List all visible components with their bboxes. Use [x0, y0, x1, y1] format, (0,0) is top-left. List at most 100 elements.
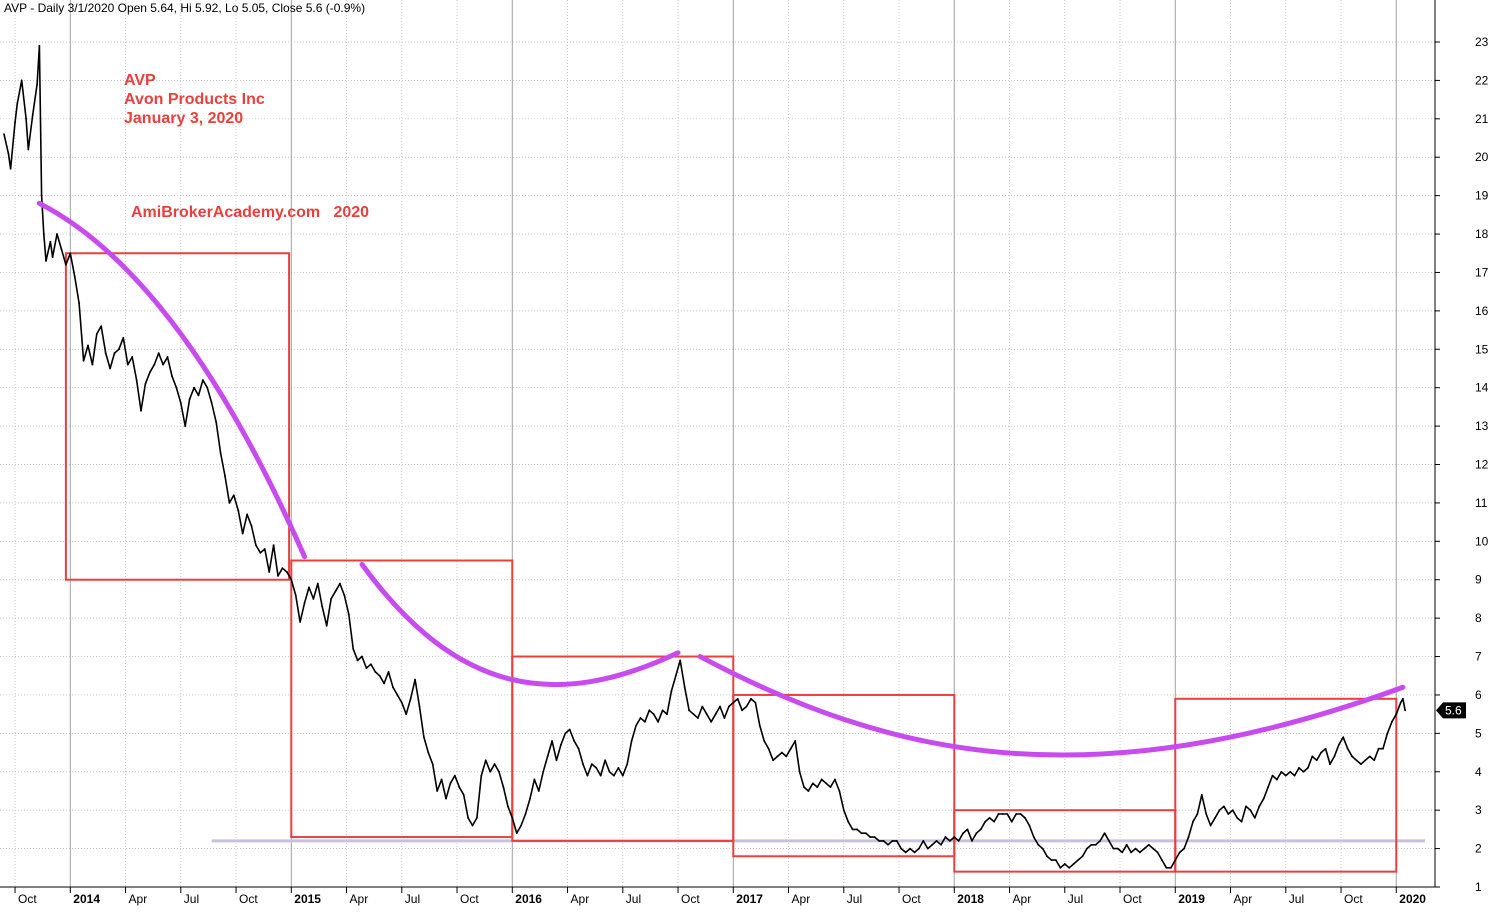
price-point [617, 767, 620, 769]
price-point [1377, 747, 1380, 750]
price-point [49, 240, 52, 243]
price-point [1143, 847, 1146, 850]
price-point [1222, 805, 1225, 808]
last-price-badge: 5.6 [1436, 702, 1466, 719]
price-point [378, 674, 381, 677]
price-point [834, 778, 836, 781]
price-point [1161, 859, 1163, 862]
price-point [1121, 851, 1124, 854]
price-point [851, 828, 854, 831]
trend-arc [697, 654, 1406, 758]
price-point [1068, 866, 1071, 869]
y-tick-label: 2 [1475, 842, 1482, 856]
price-point [157, 352, 160, 355]
x-tick-label: Jul [626, 892, 641, 906]
price-point [1329, 763, 1331, 765]
price-point [312, 598, 315, 600]
price-point [91, 363, 94, 366]
price-point [1178, 851, 1181, 854]
price-point [643, 720, 646, 723]
price-point [7, 152, 10, 155]
price-point [206, 386, 209, 389]
price-point [502, 786, 505, 789]
price-point [250, 525, 253, 527]
price-point [626, 763, 629, 765]
x-tick-label: 2018 [957, 892, 984, 906]
price-point [1240, 820, 1243, 823]
price-point [1231, 809, 1234, 812]
price-point [573, 740, 576, 742]
price-point [661, 709, 664, 712]
price-point [1032, 836, 1035, 838]
price-point [1373, 759, 1376, 762]
price-point [838, 790, 841, 792]
price-point [679, 659, 682, 662]
price-point [374, 671, 377, 673]
x-tick-label: Oct [681, 892, 700, 906]
price-point [396, 694, 399, 696]
price-point [184, 425, 187, 427]
price-point [263, 548, 266, 550]
y-tick-label: 11 [1475, 496, 1488, 510]
price-point [1099, 840, 1102, 842]
price-point [259, 551, 262, 554]
price-point [42, 233, 45, 235]
price-point [767, 747, 770, 750]
price-point [480, 774, 483, 777]
price-point [1214, 816, 1216, 819]
price-point [1081, 855, 1084, 858]
price-point [555, 759, 558, 762]
price-point [422, 736, 425, 739]
price-point [860, 832, 863, 835]
price-point [754, 701, 757, 704]
price-point [175, 386, 178, 389]
price-point [891, 840, 894, 842]
price-point [745, 705, 748, 708]
price-point [458, 786, 461, 789]
y-tick-label: 19 [1475, 189, 1489, 203]
x-tick-label: 2019 [1178, 892, 1205, 906]
price-point [1050, 859, 1053, 862]
price-point [1289, 770, 1292, 773]
x-tick-label: Apr [792, 892, 811, 906]
price-point [36, 83, 39, 86]
price-point [582, 763, 584, 765]
price-point [1395, 713, 1398, 716]
price-point [948, 840, 951, 842]
price-point [1402, 697, 1404, 700]
price-point [325, 624, 328, 627]
price-point [1108, 840, 1110, 842]
price-point [1077, 859, 1079, 862]
trend-box [64, 252, 291, 581]
x-tick-label: Apr [1234, 892, 1253, 906]
price-point [489, 770, 492, 773]
price-point [900, 847, 903, 850]
price-point [418, 705, 421, 708]
price-point [1192, 820, 1194, 823]
price-point [498, 770, 500, 773]
price-point [776, 755, 779, 758]
price-point [95, 333, 98, 335]
price-point [940, 843, 942, 846]
price-point [1046, 855, 1048, 858]
price-point [467, 816, 469, 819]
price-point [803, 786, 805, 789]
price-point [82, 359, 85, 362]
price-point [657, 720, 660, 723]
price-point [789, 747, 792, 750]
annotation-company: Avon Products Inc [124, 91, 265, 108]
price-point [639, 717, 642, 719]
price-series [3, 44, 1407, 869]
price-point [701, 705, 704, 708]
price-point [1320, 751, 1323, 754]
price-point [1015, 813, 1018, 815]
price-point [219, 452, 222, 454]
price-point [431, 763, 434, 765]
price-point [1258, 805, 1261, 808]
trend-arcs [36, 200, 1406, 758]
price-point [352, 647, 355, 650]
price-point [135, 379, 138, 381]
price-point [383, 682, 386, 685]
price-point [1028, 824, 1031, 827]
price-point [232, 494, 235, 497]
